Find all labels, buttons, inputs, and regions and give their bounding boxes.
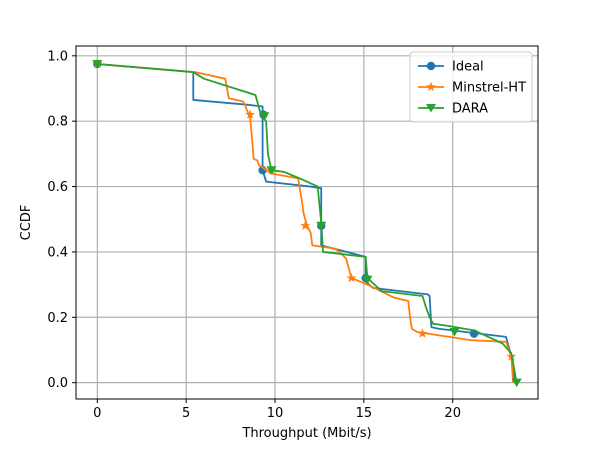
data-point-dara	[316, 221, 327, 231]
legend-entry-ideal: Ideal	[418, 60, 484, 75]
data-point-dara	[92, 59, 103, 69]
data-point-minstrel-ht	[346, 272, 357, 283]
x-tick-label: 15	[356, 406, 373, 421]
x-tick-label: 20	[444, 406, 461, 421]
x-tick-label: 5	[182, 406, 190, 421]
legend-marker-dara	[426, 104, 436, 113]
data-point-dara	[449, 327, 460, 337]
legend-box	[409, 51, 533, 123]
data-point-dara	[266, 166, 277, 175]
series-dara	[92, 59, 522, 388]
axis-ticks: 0 5 10 15 20 0.0 0.2 0.4 0.6 0.8 1.0	[47, 49, 461, 421]
legend-entry-minstrel-ht: Minstrel-HT	[418, 81, 526, 96]
y-axis-title: CCDF	[19, 205, 34, 241]
legend-entry-dara: DARA	[418, 102, 488, 117]
x-tick-label: 10	[267, 406, 284, 421]
legend: Ideal Minstrel-HT DARA	[409, 51, 533, 123]
legend-marker-ideal	[426, 61, 436, 71]
legend-label-minstrel-ht: Minstrel-HT	[452, 81, 526, 96]
y-tick-label: 1.0	[47, 49, 68, 64]
legend-marker-minstrel-ht	[426, 81, 436, 92]
data-point-dara	[362, 275, 373, 285]
data-point-dara	[511, 378, 522, 388]
data-point-minstrel-ht	[300, 220, 311, 230]
plot-frame	[75, 45, 539, 400]
data-point-dara	[259, 112, 270, 121]
y-tick-label: 0.2	[47, 311, 68, 326]
data-point-minstrel-ht	[245, 109, 256, 119]
legend-label-dara: DARA	[452, 102, 488, 117]
y-tick-label: 0.0	[47, 376, 68, 391]
y-tick-label: 0.4	[47, 245, 68, 260]
x-axis-title: Throughput (Mbit/s)	[241, 426, 371, 441]
y-tick-label: 0.6	[47, 180, 68, 195]
series-group	[92, 58, 522, 388]
x-tick-label: 0	[93, 406, 101, 421]
y-tick-label: 0.8	[47, 115, 68, 130]
data-point-minstrel-ht	[417, 328, 428, 338]
legend-label-ideal: Ideal	[452, 60, 484, 75]
